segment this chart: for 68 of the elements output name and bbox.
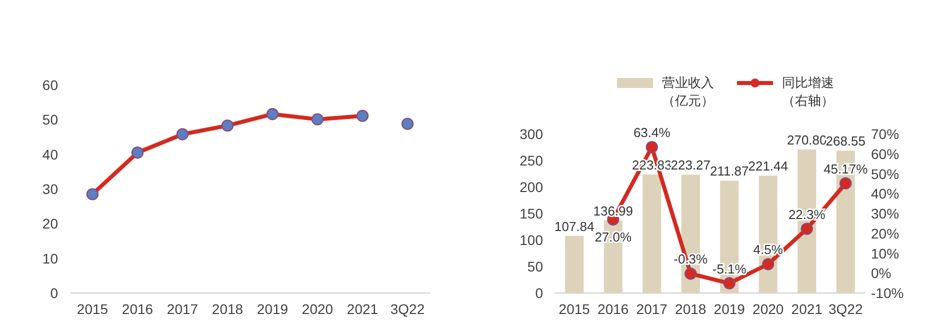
point <box>646 141 658 154</box>
y-tick-label: 200 <box>520 179 544 195</box>
x-tick-label: 2016 <box>122 301 154 317</box>
y2-tick-label: 0% <box>871 265 892 282</box>
y2-tick-label: 10% <box>871 245 900 262</box>
x-tick-label: 2020 <box>302 301 334 317</box>
x-tick-label: 2018 <box>675 301 706 317</box>
y2-tick-label: 20% <box>871 225 900 242</box>
y2-tick-label: -10% <box>871 285 904 301</box>
y-tick-label: 30 <box>42 181 58 197</box>
x-tick-label: 2021 <box>791 301 823 317</box>
y2-tick-label: 70% <box>871 126 900 142</box>
x-tick-label: 2020 <box>752 301 784 317</box>
y2-tick-label: 50% <box>871 166 900 182</box>
y-tick-label: 300 <box>520 126 544 142</box>
data-label: 270.80 <box>786 132 827 148</box>
x-tick-label: 3Q22 <box>390 301 425 317</box>
data-label: -5.1% <box>712 261 747 276</box>
data-label: 63.4% <box>633 125 671 140</box>
x-tick-label: 2018 <box>212 301 244 317</box>
y-tick-label: 0 <box>535 285 544 301</box>
legend-label: 营业收入（亿元） <box>661 74 715 110</box>
data-label: 221.44 <box>748 158 788 174</box>
x-tick-label: 2015 <box>76 301 108 317</box>
point <box>221 119 234 132</box>
data-label: 211.87 <box>710 164 749 179</box>
y-tick-label: 40 <box>42 146 58 162</box>
y-tick-label: 250 <box>520 152 544 168</box>
point <box>723 277 736 290</box>
x-tick-label: 2016 <box>598 301 629 317</box>
y-tick-label: 150 <box>520 206 544 222</box>
x-tick-label: 2017 <box>166 301 198 317</box>
y-tick-label: 20 <box>42 216 58 232</box>
point <box>762 258 774 270</box>
point <box>86 188 99 200</box>
point <box>356 110 369 122</box>
data-label: 107.84 <box>554 218 594 234</box>
x-tick-label: 2017 <box>636 301 668 317</box>
point <box>800 222 813 235</box>
point <box>131 146 144 159</box>
data-label: 45.17% <box>824 161 868 176</box>
y2-tick-label: 40% <box>871 186 900 202</box>
point <box>684 268 697 280</box>
point <box>840 177 852 190</box>
data-label: 268.55 <box>826 134 866 149</box>
bar <box>565 236 584 293</box>
point <box>266 108 279 120</box>
y-tick-label: 50 <box>42 112 58 128</box>
data-label: 27.0% <box>594 229 632 244</box>
data-label: 4.5% <box>753 242 784 258</box>
x-tick-label: 2021 <box>346 301 378 317</box>
data-label: 223.27 <box>670 158 711 173</box>
y-tick-label: 100 <box>520 232 544 248</box>
legend-label: 同比增速（右轴） <box>781 74 835 110</box>
y2-tick-label: 60% <box>871 146 900 162</box>
point <box>401 118 414 130</box>
y2-tick-label: 30% <box>871 206 900 222</box>
y-tick-label: 50 <box>527 258 544 274</box>
x-tick-label: 2019 <box>714 301 746 317</box>
point <box>176 128 189 140</box>
x-tick-label: 3Q22 <box>828 301 863 317</box>
bar <box>642 174 662 293</box>
y-tick-label: 10 <box>42 250 58 266</box>
point <box>311 113 324 126</box>
y-tick-label: 0 <box>50 285 58 301</box>
y-tick-label: 60 <box>42 77 58 93</box>
x-tick-label: 2015 <box>558 301 590 317</box>
x-tick-label: 2019 <box>256 301 288 317</box>
